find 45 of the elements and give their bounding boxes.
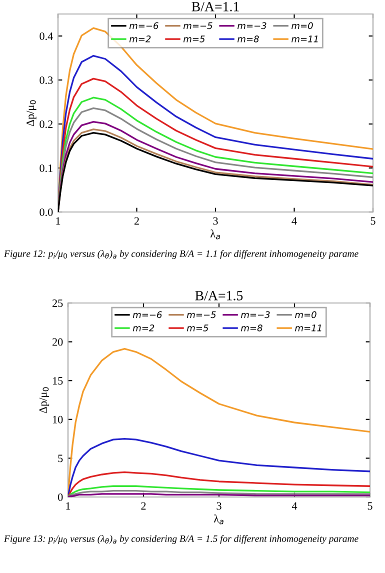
x-tick-label: 1	[66, 502, 70, 510]
y-axis-title: Δp/μ$_{0}$	[39, 387, 50, 414]
x-tick-label: 3	[216, 502, 222, 510]
legend-label: m=2	[129, 36, 151, 42]
x-tick-label: 4	[292, 217, 297, 225]
x-tick-label: 3	[213, 217, 218, 225]
y-tick-label: 0.4	[40, 32, 53, 40]
y-tick-label: 0.2	[40, 120, 53, 128]
legend-label: m=8	[237, 36, 259, 42]
y-tick-label: 15	[53, 377, 63, 385]
chart-title: B/A=1.1	[192, 2, 239, 12]
y-tick-label: 0.3	[40, 76, 53, 84]
y-tick-label: 10	[53, 416, 63, 424]
legend-label: m=−5	[183, 22, 212, 30]
legend-label: m=11	[295, 324, 322, 332]
legend-label: m=−6	[129, 22, 158, 30]
x-tick-label: 5	[368, 502, 372, 510]
y-axis-title: Δp/μ$_{0}$	[26, 100, 36, 126]
legend-label: m=5	[183, 36, 205, 42]
y-tick-label: 25	[52, 299, 63, 307]
legend-label: m=8	[240, 324, 262, 332]
x-axis-title: λ$_{a}$	[210, 230, 220, 240]
legend-label: m=2	[132, 324, 154, 332]
text: Figure 12: p$_{i}$/μ$_{0}$ versus (λ$_{θ}$)$_{a}$ by considering B/A = 1.1 for different inhomogeneity parame	[4, 250, 358, 259]
legend-label: m=−6	[132, 311, 162, 318]
legend-label: m=−3	[237, 22, 266, 30]
text: Figure 13: p$_{i}$/μ$_{0}$ versus (λ$_{θ}$)$_{a}$ by considering B/A = 1.5 for different inhomogeneity parame	[4, 535, 358, 544]
x-tick-label: 4	[292, 502, 298, 510]
x-tick-label: 2	[141, 502, 146, 510]
x-axis-title: λ$_{a}$	[214, 514, 224, 524]
x-tick-label: 2	[134, 217, 139, 225]
x-tick-label: 1	[56, 217, 60, 225]
legend-label: m=−5	[186, 311, 216, 318]
y-tick-label: 20	[52, 338, 63, 346]
chart-title: B/A=1.5	[195, 291, 243, 300]
legend-label: m=5	[186, 324, 208, 332]
legend-label: m=11	[292, 36, 318, 42]
legend-label: m=0	[292, 22, 313, 30]
y-tick-label: 0.1	[40, 164, 52, 172]
legend-label: m=0	[295, 311, 316, 318]
y-tick-label: 0	[58, 493, 63, 501]
x-tick-label: 5	[370, 217, 376, 225]
y-tick-label: 5	[58, 454, 63, 462]
legend-label: m=−3	[240, 311, 270, 318]
y-tick-label: 0.0	[40, 208, 53, 216]
